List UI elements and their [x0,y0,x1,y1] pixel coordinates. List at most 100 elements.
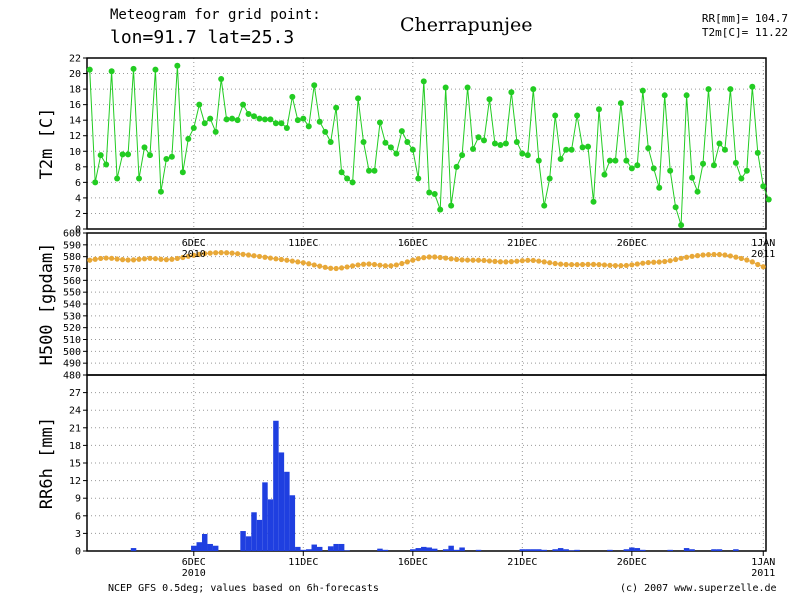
h500-point [508,259,514,265]
rr-bar [552,549,558,551]
rr-bar [207,543,213,551]
rr-bar [568,550,575,551]
x-tick-label-bottom: 21DEC [507,557,537,568]
h500-point [448,256,454,262]
t2m-point [185,135,192,142]
t2m-point [590,198,597,205]
t2m-point [294,117,301,124]
y-tick-label: 480 [63,371,81,382]
h500-point [503,259,509,265]
rr-bar [196,542,202,551]
t2m-point [179,169,186,176]
h500-point [694,253,701,259]
y-tick-label: 18 [69,85,81,96]
rr-bar [431,548,438,551]
panel-frame [86,374,767,552]
h500-point [678,255,684,261]
title-coordinates: lon=91.7 lat=25.3 [110,27,295,48]
rr-bar [629,547,635,551]
t2m-point [546,175,553,182]
t2m-point [251,113,258,120]
h500-point [634,261,640,267]
rr-bar [240,531,246,551]
rr-bar [557,548,564,551]
rr-bar [130,548,137,551]
t2m-point [475,134,482,141]
y-tick-label: 6 [75,511,81,522]
t2m-point [267,116,274,123]
t2m-point [92,179,99,186]
h500-point [196,251,202,257]
y-tick-label: 10 [69,147,81,158]
h500-point [125,257,131,263]
rr-bar [525,549,531,551]
y-tick-label: 0 [75,547,81,558]
rr-bar [251,512,257,551]
t2m-point [431,191,438,198]
h500-point [558,261,564,267]
h500-point [355,262,361,268]
y-tick-label: 0 [75,225,81,236]
x-tick-label-bottom: 11DEC [288,557,318,568]
t2m-point [721,146,728,153]
h500-point [262,254,268,260]
h500-point [640,260,646,266]
h500-point [119,257,126,263]
y-tick-label: 500 [63,347,81,358]
t2m-point [710,162,717,169]
h500-point [180,254,186,261]
y-tick-label: 12 [69,476,81,487]
t2m-point [168,153,175,160]
rr-bar [267,499,274,551]
y-tick-label: 3 [75,529,81,540]
rr-bar [541,549,547,551]
t2m-point [541,202,548,209]
t2m-point [322,128,329,135]
h500-point [563,261,569,268]
t2m-point [333,104,340,111]
t2m-summary: T2m[C]= 11.22 [701,26,788,39]
h500-point [377,262,383,268]
x-tick-label-bottom: 26DEC [617,557,647,568]
t2m-point [289,93,296,100]
h500-point [667,258,673,264]
h500-point [245,252,252,258]
x-tick-label-top: 16DEC [398,238,428,249]
rr-bar [683,548,690,551]
y-axis-label: T2m [C] [37,108,57,180]
h500-point [733,254,739,260]
t2m-point [557,156,564,163]
h500-point [388,263,394,269]
t2m-point [152,66,159,73]
h500-point [437,254,443,261]
rr-summary: RR[mm]= 104.7 [701,12,788,25]
y-tick-label: 22 [69,54,81,65]
t2m-point [760,183,767,190]
h500-point [755,261,761,268]
y-tick-label: 24 [69,406,81,417]
t2m-point [86,66,93,73]
h500-point [426,254,432,260]
t2m-point [480,137,487,144]
h500-point [590,261,597,267]
t2m-point [256,115,263,122]
h500-point [464,257,471,263]
rr-bar [338,543,345,551]
t2m-point [765,196,772,203]
t2m-point [415,175,422,182]
h500-point [174,255,180,262]
t2m-point [316,118,323,125]
h500-point [98,255,104,262]
rr-bar [295,546,301,551]
t2m-series-line [89,65,770,226]
rr-bar [448,545,454,551]
h500-point [705,252,712,258]
h500-point [256,253,263,260]
t2m-point [234,117,241,124]
h500-point [207,250,213,256]
h500-point [585,261,591,267]
x-tick-label-top: 11DEC [288,238,318,249]
t2m-point [141,144,148,151]
h500-point [744,257,750,263]
